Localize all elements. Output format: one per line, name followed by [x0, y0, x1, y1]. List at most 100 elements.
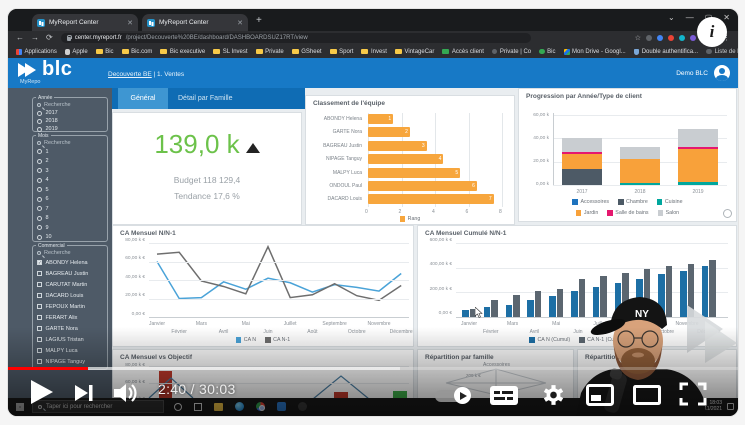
stack-segment-salle-de-bains[interactable] — [678, 147, 718, 150]
cumul-bar[interactable] — [578, 278, 585, 317]
radio-control[interactable] — [37, 168, 42, 174]
cumul-bar[interactable] — [505, 304, 513, 317]
radio-control[interactable] — [37, 225, 42, 231]
cumul-bar[interactable] — [483, 307, 491, 317]
cumul-bar[interactable] — [687, 263, 694, 317]
filter-search[interactable]: Recherche — [33, 246, 107, 257]
task-view-icon[interactable] — [194, 402, 202, 411]
app-icon[interactable] — [298, 402, 307, 411]
filter-option-checkbox[interactable]: FEPOUX Martin — [33, 301, 107, 312]
info-button[interactable]: i — [697, 17, 727, 47]
rank-bar[interactable]: 5 — [368, 167, 461, 178]
stack-segment-salon[interactable] — [562, 138, 602, 152]
bookmark-item[interactable]: Mon Drive - Googl... — [563, 48, 626, 55]
radio-control[interactable] — [37, 234, 42, 240]
tab-close-icon[interactable]: ✕ — [237, 19, 243, 27]
volume-icon[interactable] — [112, 381, 140, 405]
cumul-bar[interactable] — [556, 288, 564, 317]
cumul-bar[interactable] — [658, 274, 665, 317]
filter-option-radio[interactable]: 3 — [33, 166, 107, 176]
checkbox-control[interactable] — [37, 337, 42, 342]
stack-segment-chambre[interactable] — [562, 169, 602, 185]
progress-bar[interactable] — [8, 367, 738, 370]
chrome-icon[interactable] — [256, 402, 265, 411]
menu-chevron-icon[interactable]: ⌄ — [668, 13, 675, 22]
settings-gear-icon[interactable] — [541, 382, 566, 408]
filter-option-radio[interactable]: 7 — [33, 204, 107, 214]
filter-option-radio[interactable]: 4 — [33, 176, 107, 186]
extension-icon[interactable] — [646, 35, 652, 41]
fullscreen-icon[interactable] — [679, 382, 707, 406]
filter-search[interactable]: Recherche — [33, 136, 107, 147]
url-field[interactable]: center.myreport.fr/project/Decouverte%20… — [60, 33, 531, 43]
tab-general[interactable]: Général — [118, 88, 168, 109]
filter-option-radio[interactable]: 9 — [33, 223, 107, 233]
filter-option-radio[interactable]: 1 — [33, 147, 107, 157]
filter-option-checkbox[interactable]: CARUTAT Martin — [33, 279, 107, 290]
forward-icon[interactable]: → — [31, 33, 39, 42]
teams-icon[interactable] — [277, 402, 286, 411]
extension-icon[interactable] — [657, 35, 663, 41]
notification-center-icon[interactable] — [727, 402, 734, 410]
extension-icon[interactable] — [679, 35, 685, 41]
bookmark-item[interactable]: SL Invest — [213, 49, 248, 55]
next-icon[interactable] — [72, 381, 96, 405]
stack-segment-jardin[interactable] — [562, 153, 602, 170]
filter-option-checkbox[interactable]: MALPY Luca — [33, 345, 107, 356]
cumul-bar[interactable] — [592, 286, 600, 317]
cumul-bar[interactable] — [549, 296, 556, 317]
bookmark-item[interactable]: Invest — [361, 49, 387, 55]
cumul-bar[interactable] — [462, 310, 469, 317]
video-player[interactable]: MyReport Center✕MyReport Center✕ + ⌄ — ▢… — [8, 9, 738, 416]
checkbox-control[interactable] — [37, 282, 42, 287]
bookmark-item[interactable]: VintageCar — [394, 49, 434, 55]
stack-segment-salon[interactable] — [678, 129, 718, 148]
new-tab-button[interactable]: + — [256, 15, 262, 26]
checkbox-control[interactable] — [37, 326, 42, 331]
bookmark-item[interactable]: Sport — [329, 49, 353, 55]
reading-list[interactable]: Liste de lecture — [706, 49, 738, 55]
browser-menu-icon[interactable]: ⋮ — [723, 35, 730, 42]
extension-icon[interactable] — [668, 35, 674, 41]
filter-option-checkbox[interactable]: GARTE Nora — [33, 323, 107, 334]
breadcrumb[interactable]: Decouverte BE | 1. Ventes — [108, 71, 185, 78]
miniplayer-icon[interactable] — [586, 384, 614, 406]
cumul-bar[interactable] — [614, 283, 622, 317]
filter-option-radio[interactable]: 2019 — [33, 125, 107, 133]
rank-bar[interactable]: 7 — [368, 194, 494, 205]
cumul-bar[interactable] — [643, 268, 651, 317]
stack-segment-salle-de-bains[interactable] — [562, 151, 602, 154]
radio-control[interactable] — [37, 215, 42, 221]
radio-control[interactable] — [37, 206, 42, 212]
radio-control[interactable] — [37, 110, 42, 116]
cumul-bar[interactable] — [469, 308, 476, 317]
rank-bar[interactable]: 1 — [368, 114, 394, 124]
stack-segment-cuisine[interactable] — [678, 182, 718, 185]
filter-search[interactable]: Recherche — [33, 98, 107, 109]
bookmark-star-icon[interactable]: ☆ — [634, 35, 641, 42]
cumul-bar[interactable] — [527, 299, 534, 317]
filter-option-radio[interactable]: 6 — [33, 195, 107, 205]
radio-control[interactable] — [37, 187, 42, 193]
filter-option-checkbox[interactable]: LAGIUS Tristan — [33, 334, 107, 345]
radio-control[interactable] — [37, 158, 42, 164]
cumul-bar[interactable] — [665, 266, 673, 317]
minimize-icon[interactable]: — — [685, 13, 694, 22]
explorer-icon[interactable] — [214, 402, 223, 411]
edge-icon[interactable] — [235, 402, 244, 411]
bookmark-item[interactable]: Apple — [64, 48, 88, 55]
filter-option-radio[interactable]: 2017 — [33, 109, 107, 117]
autoplay-toggle[interactable] — [435, 387, 471, 404]
cumul-bar[interactable] — [571, 291, 578, 317]
widget-action-icon[interactable] — [723, 209, 732, 218]
browser-tab[interactable]: MyReport Center ✕ — [142, 14, 248, 31]
checkbox-control[interactable] — [37, 359, 42, 364]
stack-segment-jardin[interactable] — [678, 149, 718, 183]
stack-segment-salon[interactable] — [620, 146, 660, 160]
filter-option-radio[interactable]: 2 — [33, 157, 107, 167]
cumul-bar[interactable] — [600, 276, 607, 317]
checkbox-control[interactable] — [37, 271, 42, 276]
stack-segment-jardin[interactable] — [620, 159, 660, 183]
theater-mode-icon[interactable] — [633, 385, 661, 405]
cumul-bar[interactable] — [622, 273, 629, 317]
